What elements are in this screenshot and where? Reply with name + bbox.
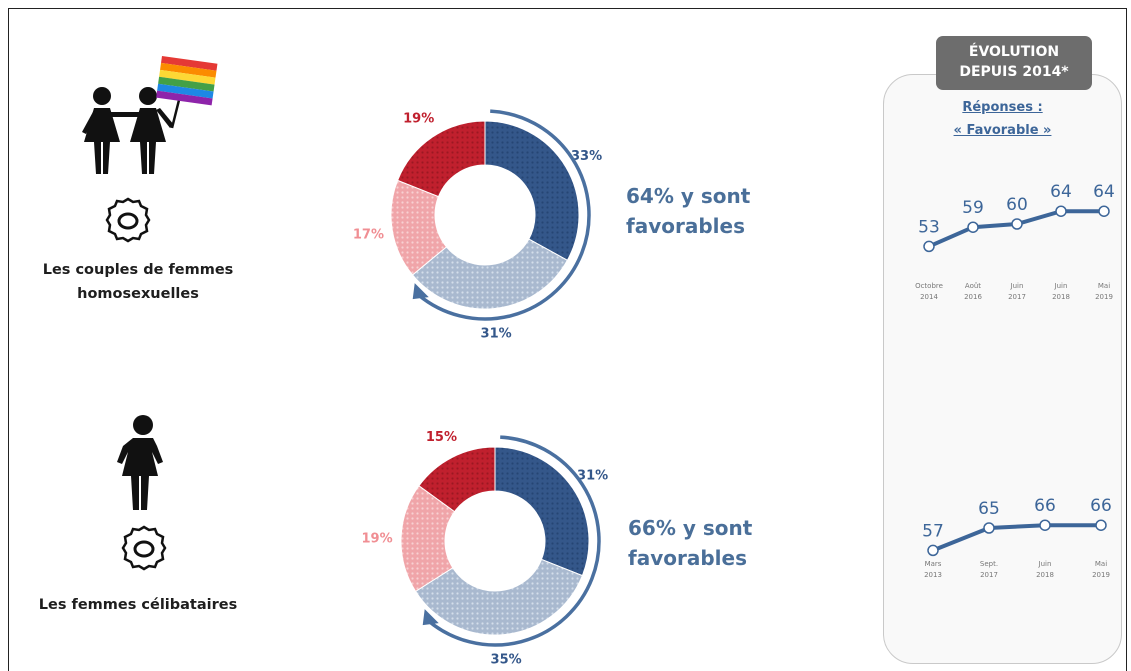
line-2-x-tick-2-2: 2017 — [980, 571, 998, 579]
female-symbol-icon — [105, 197, 151, 243]
donut-1-arrow — [417, 109, 591, 321]
donut-2-arrow-head — [422, 609, 439, 626]
line-2-x-tick-4-2: 2019 — [1092, 571, 1110, 579]
line-1-value-label-5: 64 — [1093, 182, 1115, 202]
donut-2-arrow — [427, 435, 601, 647]
panel-1-label: Les couples de femmes homosexuelles — [10, 258, 266, 306]
donut-1-slice-4 — [396, 120, 486, 198]
single-woman-icon — [117, 415, 163, 510]
line-1-value-label-4: 64 — [1050, 182, 1072, 202]
line-2-x-tick-2-1: Sept. — [980, 560, 998, 568]
line-2-x-tick-1-2: 2013 — [924, 571, 942, 579]
donut-2-slice-2 — [414, 558, 584, 636]
female-symbol-icon — [121, 525, 167, 571]
panel-2-label: Les femmes célibataires — [10, 593, 266, 617]
line-1-point-5 — [1098, 205, 1110, 217]
line-1-value-label-3: 60 — [1006, 195, 1028, 215]
line-2-value-label-3: 66 — [1034, 496, 1056, 516]
line-2-value-label-2: 65 — [978, 499, 1000, 519]
line-2-value-label-4: 66 — [1090, 496, 1112, 516]
line-2-line — [932, 523, 1101, 553]
line-1-x-tick-4-2: 2018 — [1052, 293, 1070, 301]
panel-2-fav-line2: favorables — [628, 546, 747, 570]
line-2-point-3 — [1039, 519, 1051, 531]
line-1-value-label-1: 53 — [918, 217, 940, 237]
line-2-x-tick-3-1: Juin — [1038, 560, 1052, 568]
line-1-value-label-2: 59 — [962, 198, 984, 218]
donut-2-slice-label-3: 19% — [361, 531, 392, 546]
donut-1-slice-2 — [411, 238, 569, 310]
evolution-header: ÉVOLUTION DEPUIS 2014* — [936, 36, 1092, 90]
line-2-point-4 — [1095, 519, 1107, 531]
donut-2-slice-1 — [494, 446, 590, 577]
line-chart-2: 57 Mars 2013 65 Sept. 2017 66 Juin 2018 66 Mai 2019 — [922, 496, 1112, 579]
donut-1-slice-1 — [484, 120, 580, 261]
donut-1-slice-label-2: 31% — [481, 326, 512, 341]
donut-chart-1: 33% 31% 17% 19% — [353, 109, 602, 341]
line-2-x-tick-4-1: Mai — [1095, 560, 1107, 568]
figure-frame — [8, 8, 1127, 671]
panel-1-fav-line2: favorables — [626, 214, 745, 238]
line-1-x-tick-2-1: Août — [965, 282, 981, 290]
line-1-point-3 — [1011, 218, 1023, 230]
line-2-point-2 — [983, 522, 995, 534]
evolution-header-line2: DEPUIS 2014* — [959, 64, 1069, 80]
donut-1-slice-label-4: 19% — [403, 111, 434, 126]
line-2-value-label-1: 57 — [922, 521, 944, 541]
panel-2-fav-line1: 66% y sont — [628, 516, 753, 540]
evolution-header-line1: ÉVOLUTION — [968, 44, 1060, 60]
line-1-point-2 — [967, 221, 979, 233]
panel-1-fav-line1: 64% y sont — [626, 184, 751, 208]
line-1-x-tick-3-1: Juin — [1010, 282, 1024, 290]
line-1-x-tick-1-1: Octobre — [915, 282, 943, 290]
panel-2-favorable-text: 66% y sont favorables — [628, 513, 752, 573]
panel-1-favorable-text: 64% y sont favorables — [626, 181, 750, 241]
line-1-x-tick-5-2: 2019 — [1095, 293, 1113, 301]
line-1-point-4 — [1055, 205, 1067, 217]
line-1-x-tick-2-2: 2016 — [964, 293, 982, 301]
line-2-x-tick-1-1: Mars — [925, 560, 942, 568]
donut-2-slice-4 — [418, 446, 496, 513]
two-women-with-rainbow-flag-icon — [82, 56, 218, 174]
line-2-point-1 — [927, 544, 939, 557]
line-1-point-1 — [923, 240, 935, 253]
line-1-x-tick-4-1: Juin — [1054, 282, 1068, 290]
evolution-panel — [883, 74, 1122, 664]
donut-1-slice-label-3: 17% — [353, 227, 384, 242]
donut-chart-2: 31% 35% 19% 15% — [361, 430, 608, 668]
responses-label-line2: « Favorable » — [953, 123, 1052, 138]
donut-2-slice-label-2: 35% — [491, 652, 522, 667]
line-2-x-tick-3-2: 2018 — [1036, 571, 1054, 579]
donut-2-slice-label-1: 31% — [577, 469, 608, 484]
donut-1-slice-label-1: 33% — [571, 149, 602, 164]
panel-1-label-line2: homosexuelles — [77, 286, 199, 302]
panel-2-label-line1: Les femmes célibataires — [38, 597, 238, 613]
responses-label-line1: Réponses : — [962, 100, 1043, 115]
line-chart-1: 53 Octobre 2014 59 Août 2016 60 Juin 2017 64 Juin 2… — [915, 182, 1115, 301]
panel-1-label-line1: Les couples de femmes — [42, 262, 234, 278]
line-1-x-tick-3-2: 2017 — [1008, 293, 1026, 301]
line-1-x-tick-5-1: Mai — [1098, 282, 1110, 290]
donut-1-arrow-head — [412, 283, 429, 300]
line-1-x-tick-1-2: 2014 — [920, 293, 938, 301]
donut-2-slice-label-4: 15% — [426, 430, 457, 445]
